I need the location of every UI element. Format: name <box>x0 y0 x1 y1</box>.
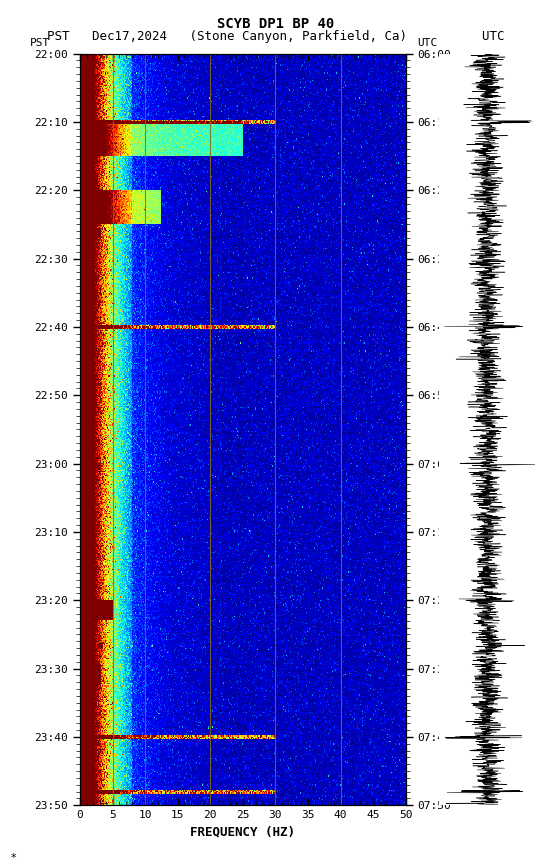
Text: *: * <box>11 854 17 863</box>
Text: PST: PST <box>30 38 51 48</box>
Text: UTC: UTC <box>417 38 437 48</box>
Text: SCYB DP1 BP 40: SCYB DP1 BP 40 <box>217 17 335 31</box>
Text: PST   Dec17,2024   (Stone Canyon, Parkfield, Ca)          UTC: PST Dec17,2024 (Stone Canyon, Parkfield,… <box>47 30 505 43</box>
X-axis label: FREQUENCY (HZ): FREQUENCY (HZ) <box>190 826 295 839</box>
